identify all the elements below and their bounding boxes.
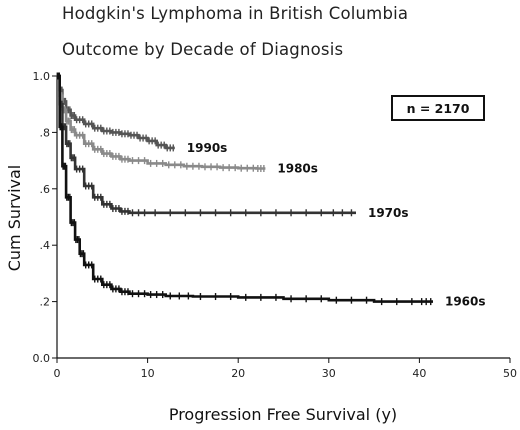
x-tick-label: 30 [322, 367, 336, 380]
series-1970s: 1970s [56, 72, 409, 220]
series-1960s: 1960s [56, 72, 486, 309]
series-label: 1980s [277, 161, 318, 175]
annotation-group: n = 2170 [391, 95, 485, 121]
y-tick-label: 0.0 [33, 352, 51, 365]
series-label: 1970s [368, 206, 409, 220]
x-tick-label: 40 [412, 367, 426, 380]
series-label: 1960s [445, 295, 486, 309]
x-axis-label: Progression Free Survival (y) [169, 405, 397, 424]
n-annotation: n = 2170 [407, 101, 470, 116]
y-tick-label: 1.0 [33, 70, 51, 83]
series-line [57, 74, 175, 150]
series-1980s: 1980s [56, 72, 318, 175]
y-tick-label: .6 [40, 183, 51, 196]
y-tick-label: .2 [40, 296, 51, 309]
x-tick-label: 0 [54, 367, 61, 380]
x-tick-label: 50 [503, 367, 517, 380]
series-line [57, 74, 433, 303]
n-box [391, 95, 485, 121]
series-label: 1990s [187, 141, 228, 155]
chart-title: Hodgkin's Lymphoma in British Columbia [62, 4, 409, 23]
y-tick-label: .8 [40, 126, 51, 139]
axes: 0 10 20 30 40 50 0.0 .2 .4 .6 .8 1.0 [33, 70, 518, 380]
chart-subtitle: Outcome by Decade of Diagnosis [62, 40, 344, 59]
y-tick-label: .4 [40, 239, 51, 252]
x-tick-label: 10 [141, 367, 155, 380]
series-group: 1990s 1980s 1970s 1960s [56, 72, 486, 309]
series-1990s: 1990s [56, 72, 228, 155]
x-tick-label: 20 [231, 367, 245, 380]
y-axis-label: Cum Survival [5, 165, 24, 272]
